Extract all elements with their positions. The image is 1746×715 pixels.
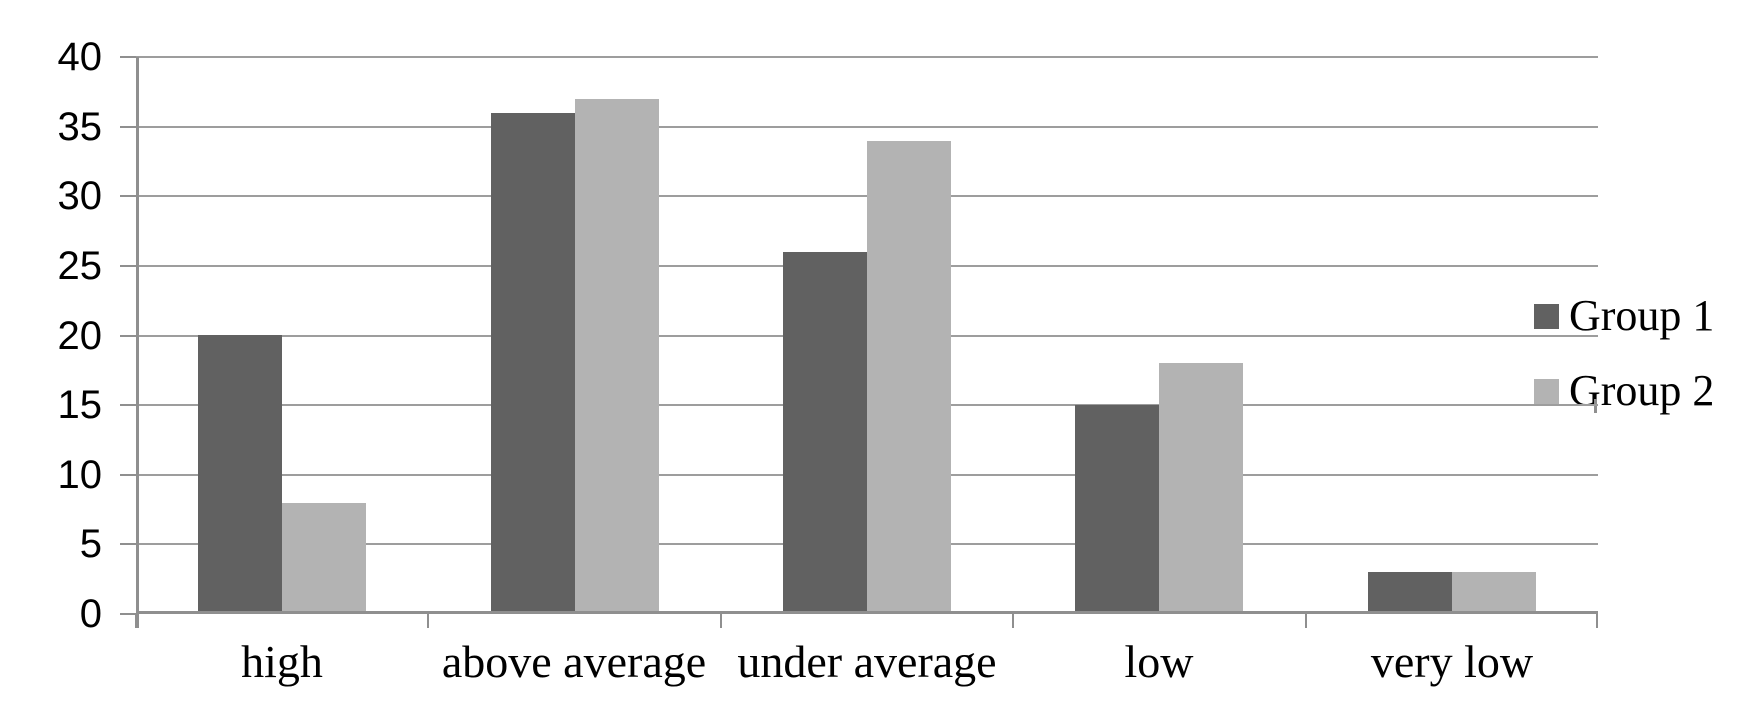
legend-item-group-1: Group 1 (1534, 291, 1715, 340)
bar-group-1-under-average (783, 252, 867, 614)
plot-area (120, 56, 1598, 628)
x-tick-label-under-average: under average (737, 636, 997, 687)
x-tick-label-very-low: very low (1370, 636, 1534, 687)
bar-group-1-high (198, 335, 282, 614)
y-axis-tick-5 (120, 543, 136, 546)
bar-group-2-high (282, 503, 366, 614)
x-axis-tick (1304, 614, 1307, 628)
gridline-35 (136, 125, 1598, 128)
bar-group-1-above-average (491, 113, 575, 614)
y-axis-tick-35 (120, 125, 136, 128)
legend-swatch-group-1 (1534, 303, 1559, 329)
y-axis-tick-20 (120, 334, 136, 337)
legend-swatch-group-2 (1534, 378, 1559, 404)
x-tick-label-low: low (1124, 636, 1194, 687)
y-axis-tick-0 (120, 613, 136, 615)
y-tick-label-10: 10 (57, 452, 103, 497)
bar-group-1-very-low (1368, 572, 1452, 614)
y-axis-tick-40 (120, 56, 136, 58)
bar-group-2-low (1159, 363, 1243, 614)
gridline-40 (136, 56, 1598, 58)
y-tick-label-5: 5 (79, 522, 102, 567)
legend-label-group-1: Group 1 (1569, 291, 1715, 340)
y-axis-tick-15 (120, 404, 136, 407)
x-axis-tick (135, 614, 137, 628)
bar-group-1-low (1075, 405, 1159, 614)
y-tick-label-35: 35 (57, 104, 103, 149)
x-axis-tick (1596, 614, 1598, 628)
x-tick-label-high: high (241, 636, 323, 687)
x-tick-label-above-average: above average (441, 636, 707, 687)
y-axis-tick-25 (120, 264, 136, 267)
bar-group-2-above-average (575, 99, 659, 614)
bar-group-2-under-average (867, 141, 951, 614)
x-axis-tick (427, 614, 430, 628)
bar-group-2-very-low (1452, 572, 1536, 614)
x-axis-tick (1012, 614, 1015, 628)
y-axis-tick-30 (120, 195, 136, 198)
y-axis-tick-10 (120, 473, 136, 476)
x-axis-tick (719, 614, 722, 628)
y-axis-line (136, 57, 139, 628)
y-tick-label-40: 40 (57, 35, 103, 79)
y-tick-label-25: 25 (57, 243, 103, 288)
y-tick-label-0: 0 (79, 592, 102, 636)
y-tick-label-30: 30 (57, 174, 103, 219)
x-axis-line (136, 611, 1598, 614)
y-tick-label-20: 20 (57, 313, 103, 358)
y-tick-label-15: 15 (57, 383, 103, 428)
